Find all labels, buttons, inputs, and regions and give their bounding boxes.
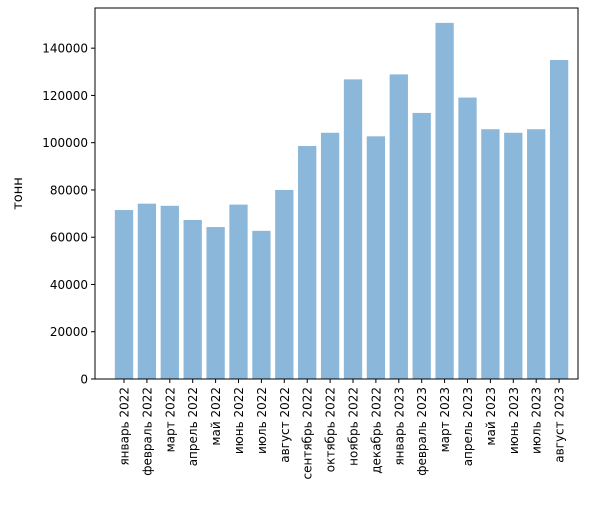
x-tick-label: январь 2023 [392, 387, 406, 466]
bar [389, 74, 408, 379]
x-tick-label: февраль 2023 [415, 387, 429, 476]
x-tick-label: апрель 2022 [186, 387, 200, 466]
bar [458, 97, 477, 379]
bar [252, 230, 271, 379]
y-tick-label: 40000 [50, 278, 88, 292]
x-tick-label: июль 2022 [255, 387, 269, 454]
x-tick-label: февраль 2022 [140, 387, 154, 476]
x-tick-label: март 2022 [163, 387, 177, 452]
bar [320, 132, 340, 379]
x-tick-label: сентябрь 2022 [301, 387, 315, 479]
bar [275, 189, 294, 379]
plot-area-frame [94, 7, 579, 380]
y-tick-label: 100000 [42, 136, 88, 150]
y-axis: 0 20000 40000 60000 80000 100000 120000 140000 [42, 42, 95, 387]
y-tick-label: 60000 [50, 231, 88, 245]
x-tick-label: март 2023 [438, 387, 452, 452]
bar [366, 136, 386, 379]
bar [527, 129, 546, 379]
y-axis-label: тонн [11, 177, 26, 210]
bar [412, 112, 431, 380]
bar [229, 204, 248, 379]
x-tick-label: май 2023 [484, 387, 498, 446]
x-tick-label: август 2022 [278, 387, 292, 463]
x-tick-label: октябрь 2022 [324, 387, 338, 472]
x-tick-label: август 2023 [553, 387, 567, 463]
x-tick-label: январь 2022 [118, 387, 132, 466]
y-tick-label: 0 [80, 373, 88, 387]
bar [298, 146, 317, 379]
x-axis: январь 2022 февраль 2022 март 2022 апрель 2… [118, 379, 567, 479]
x-tick-label: июнь 2023 [507, 387, 521, 454]
bar [481, 129, 500, 379]
bar [504, 132, 523, 379]
bar [160, 205, 179, 379]
bar [435, 22, 454, 379]
x-tick-label: декабрь 2022 [369, 387, 383, 474]
bars-group [114, 22, 569, 380]
bar [137, 203, 157, 379]
x-tick-label: июль 2023 [530, 387, 544, 454]
bar [549, 59, 569, 379]
bar [206, 227, 225, 379]
y-tick-label: 80000 [50, 183, 88, 197]
y-tick-label: 140000 [42, 42, 88, 56]
y-tick-label: 120000 [42, 89, 88, 103]
x-tick-label: ноябрь 2022 [347, 387, 361, 466]
x-tick-label: май 2022 [209, 387, 223, 446]
bar [114, 210, 134, 379]
y-tick-label: 20000 [50, 325, 88, 339]
bar [183, 219, 202, 379]
x-tick-label: апрель 2023 [461, 387, 475, 466]
bar [343, 79, 363, 380]
x-tick-label: июнь 2022 [232, 387, 246, 454]
